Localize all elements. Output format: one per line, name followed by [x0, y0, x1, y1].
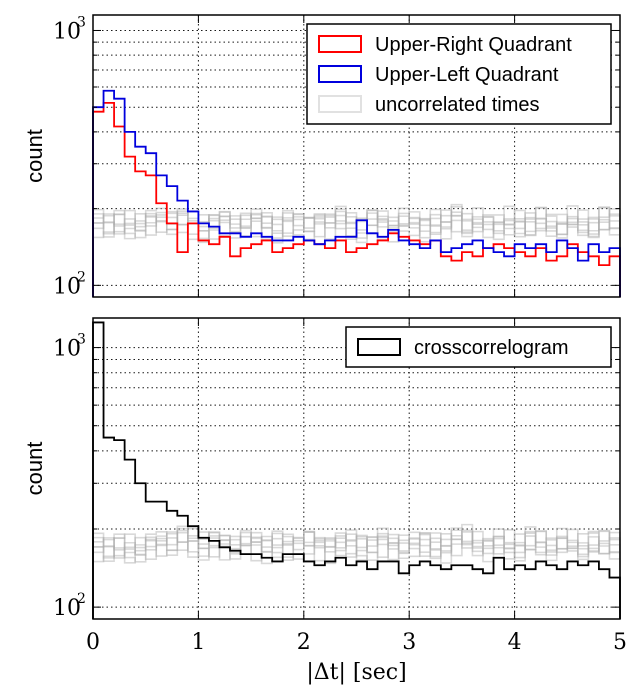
y-axis-label: count: [22, 442, 47, 496]
x-axis-label: |Δt| [sec]: [306, 660, 406, 685]
series-uncorrelated-times: [92, 529, 621, 619]
x-tick-label: 2: [297, 630, 311, 655]
y-tick-exponent: 2: [77, 269, 86, 285]
series-uncorrelated-times: [92, 523, 621, 619]
x-tick-label: 4: [508, 630, 522, 655]
y-axis-label: count: [22, 129, 47, 183]
x-tick-label: 5: [613, 630, 627, 655]
series-uncorrelated-times: [92, 528, 621, 619]
y-tick-exponent: 3: [77, 332, 86, 348]
y-tick-label: 10: [53, 337, 81, 362]
legend: Upper-Right Quadrant Upper-Left Quadrant u…: [306, 23, 612, 125]
y-tick-label: 10: [53, 19, 81, 44]
x-tick-label: 0: [86, 630, 100, 655]
y-tick-exponent: 3: [77, 14, 86, 30]
y-tick-label: 10: [53, 274, 81, 299]
legend-swatch: [318, 35, 362, 53]
y-tick-label: 10: [53, 596, 81, 621]
legend-label: Upper-Left Quadrant: [375, 64, 559, 86]
x-tick-label: 1: [191, 630, 205, 655]
legend-box: [306, 23, 612, 125]
series-uncorrelated-times: [92, 527, 621, 619]
series-uncorrelated-times: [92, 526, 621, 619]
x-tick-label: 3: [402, 630, 416, 655]
series-uncorrelated-times: [92, 529, 621, 619]
series-uncorrelated-times: [92, 525, 621, 619]
legend-swatch: [318, 95, 362, 113]
legend-swatch: [318, 65, 362, 83]
legend-swatch: [357, 338, 401, 356]
series-upper-left-quadrant: [92, 89, 621, 297]
y-tick-exponent: 2: [77, 591, 86, 607]
legend: crosscorrelogram: [345, 326, 612, 368]
legend-label: crosscorrelogram: [414, 337, 568, 359]
series-upper-right-quadrant: [92, 101, 621, 297]
x-axis: 0 1 2 3 4 5: [86, 318, 627, 655]
series-crosscorrelogram: [92, 321, 621, 619]
x-axis: [92, 15, 621, 297]
axes-frame: [92, 317, 621, 620]
legend-label: uncorrelated times: [375, 94, 540, 116]
axes-frame: [92, 14, 621, 298]
legend-label: Upper-Right Quadrant: [375, 34, 572, 56]
legend-box: [345, 326, 612, 368]
